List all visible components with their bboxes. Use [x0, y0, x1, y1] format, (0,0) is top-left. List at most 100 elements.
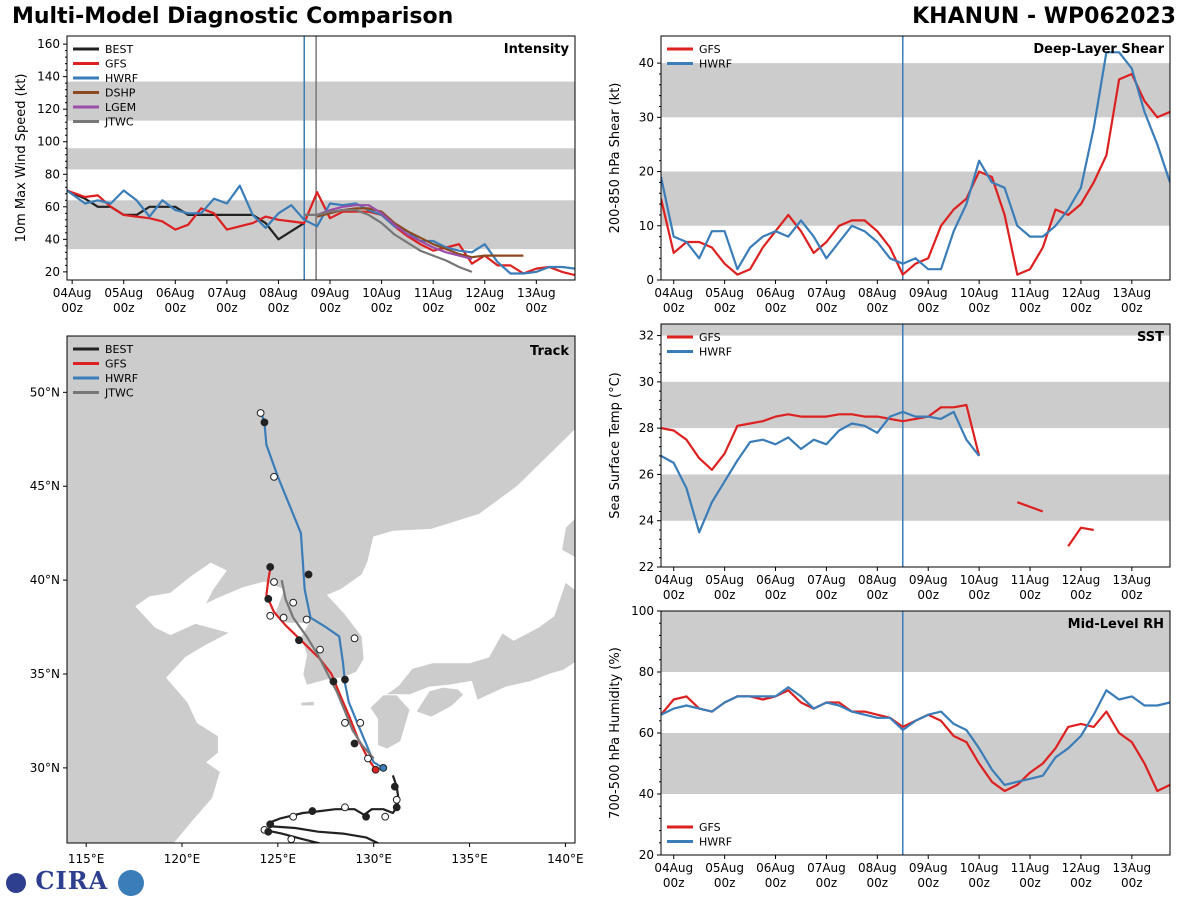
sst-xtick-sublabel: 00z [714, 588, 736, 602]
shear-title: Deep-Layer Shear [1033, 42, 1164, 57]
track-xtick-label: 120°E [164, 852, 201, 866]
sst-xtick-sublabel: 00z [968, 588, 990, 602]
shear-ytick-label: 10 [639, 219, 654, 233]
intensity-series-lgem [316, 204, 473, 260]
track-position-marker [381, 812, 390, 821]
shear-legend-label-gfs: GFS [699, 43, 721, 56]
storm-id-title: KHANUN - WP062023 [912, 4, 1176, 29]
shear-xtick-sublabel: 00z [1070, 301, 1092, 315]
track-map-area [67, 336, 575, 843]
shear-ylabel: 200-850 hPa Shear (kt) [608, 83, 623, 234]
land-mass-1 [371, 581, 575, 703]
intensity-ytick-label: 140 [37, 70, 60, 84]
track-legend-label-hwrf: HWRF [105, 372, 138, 385]
rh-xtick-sublabel: 00z [1070, 876, 1092, 890]
intensity-xtick-sublabel: 00z [526, 301, 548, 315]
track-legend-label-best: BEST [105, 343, 133, 356]
track-position-marker [270, 472, 278, 481]
rh-xtick-label: 04Aug [654, 861, 693, 875]
intensity-xtick-sublabel: 00z [422, 301, 444, 315]
shear-ytick-label: 20 [639, 165, 654, 179]
intensity-ytick-label: 40 [45, 232, 60, 246]
intensity-xtick-sublabel: 00z [113, 301, 135, 315]
track-ytick-label: 45°N [30, 479, 60, 493]
rh-xtick-sublabel: 00z [1019, 876, 1041, 890]
intensity-frame [66, 35, 576, 281]
intensity-xtick-sublabel: 00z [165, 301, 187, 315]
intensity-plot-area [67, 36, 575, 280]
rh-xtick-label: 11Aug [1011, 861, 1050, 875]
sst-xtick-sublabel: 00z [765, 588, 787, 602]
sst-band-0 [661, 474, 1170, 521]
intensity-ytick-label: 20 [45, 265, 60, 279]
rh-series-hwrf [661, 686, 1170, 787]
rh-plot-area [661, 611, 1170, 855]
track-title: Track [530, 344, 569, 359]
shear-panel: 01020304004Aug00z05Aug00z06Aug00z07Aug00… [608, 35, 1171, 315]
sst-series-gfs_c [1067, 526, 1094, 547]
shear-band-1 [661, 63, 1170, 118]
rh-ytick-label: 40 [639, 787, 654, 801]
rh-xtick-sublabel: 00z [1121, 876, 1143, 890]
land-mass-4 [561, 517, 575, 559]
rh-ytick-label: 60 [639, 726, 654, 740]
logo-text: CIRA [35, 866, 109, 895]
track-xtick-label: 135°E [451, 852, 488, 866]
rh-xtick-label: 08Aug [858, 861, 897, 875]
shear-xtick-sublabel: 00z [968, 301, 990, 315]
track-position-marker [302, 615, 311, 624]
shear-xtick-label: 08Aug [858, 286, 897, 300]
shear-frame [660, 35, 1171, 281]
sst-ytick-label: 30 [639, 375, 654, 389]
track-position-marker [308, 807, 317, 815]
intensity-xtick-label: 05Aug [104, 286, 143, 300]
shear-xtick-label: 04Aug [654, 286, 693, 300]
intensity-panel: 2040608010012014016004Aug00z05Aug00z06Au… [14, 35, 576, 315]
sst-xtick-label: 06Aug [756, 573, 795, 587]
shear-xtick-label: 06Aug [756, 286, 795, 300]
track-position-marker [304, 570, 313, 579]
sst-xtick-sublabel: 00z [663, 588, 685, 602]
shear-legend: GFS HWRF [667, 43, 732, 71]
shear-legend-label-hwrf: HWRF [699, 58, 732, 71]
shear-plot-area [661, 36, 1170, 280]
rh-ytick-label: 20 [639, 848, 654, 862]
logo-globe-icon [117, 869, 144, 896]
shear-xtick-label: 10Aug [960, 286, 999, 300]
track-position-marker [266, 820, 275, 829]
sst-ytick-label: 24 [639, 514, 654, 528]
sst-ytick-label: 26 [639, 467, 654, 481]
sst-frame [660, 323, 1171, 568]
intensity-legend-label-hwrf: HWRF [105, 72, 138, 85]
track-position-marker [341, 718, 349, 727]
sst-plot-area [661, 324, 1170, 567]
intensity-xtick-label: 12Aug [465, 286, 504, 300]
intensity-band-1 [67, 148, 575, 170]
sst-ytick-label: 28 [639, 421, 654, 435]
track-ytick-label: 40°N [30, 573, 60, 587]
rh-legend-label-hwrf: HWRF [699, 836, 732, 849]
track-position-marker [295, 636, 303, 645]
sst-xtick-label: 09Aug [909, 573, 948, 587]
intensity-ytick-label: 160 [37, 37, 60, 51]
track-position-marker [362, 812, 370, 821]
rh-xtick-label: 06Aug [756, 861, 795, 875]
shear-series-gfs [661, 72, 1170, 276]
intensity-legend-label-dshp: DSHP [105, 87, 136, 100]
shear-xtick-label: 13Aug [1112, 286, 1151, 300]
track-position-marker [356, 718, 365, 727]
shear-ytick-label: 30 [639, 110, 654, 124]
sst-xtick-label: 04Aug [654, 573, 693, 587]
track-position-marker [264, 594, 273, 603]
land-mass-0 [67, 336, 575, 843]
rh-xtick-sublabel: 00z [867, 876, 889, 890]
rh-xtick-label: 05Aug [705, 861, 744, 875]
intensity-xtick-label: 07Aug [208, 286, 247, 300]
track-ytick-label: 35°N [30, 667, 60, 681]
shear-xtick-label: 07Aug [807, 286, 846, 300]
rh-band-1 [661, 611, 1170, 672]
rh-xtick-sublabel: 00z [816, 876, 838, 890]
